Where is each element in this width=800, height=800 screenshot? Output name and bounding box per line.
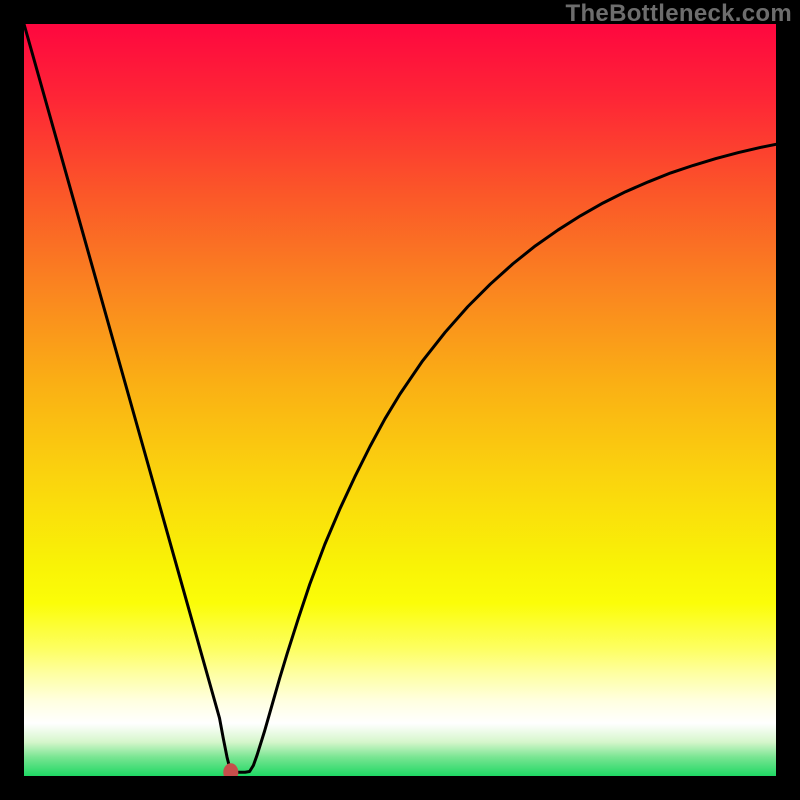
watermark-text: TheBottleneck.com <box>566 0 792 28</box>
chart-svg <box>0 0 800 800</box>
frame-right <box>776 0 800 800</box>
plot-background <box>24 24 776 776</box>
frame-bottom <box>0 776 800 800</box>
chart-stage: TheBottleneck.com <box>0 0 800 800</box>
frame-left <box>0 0 24 800</box>
